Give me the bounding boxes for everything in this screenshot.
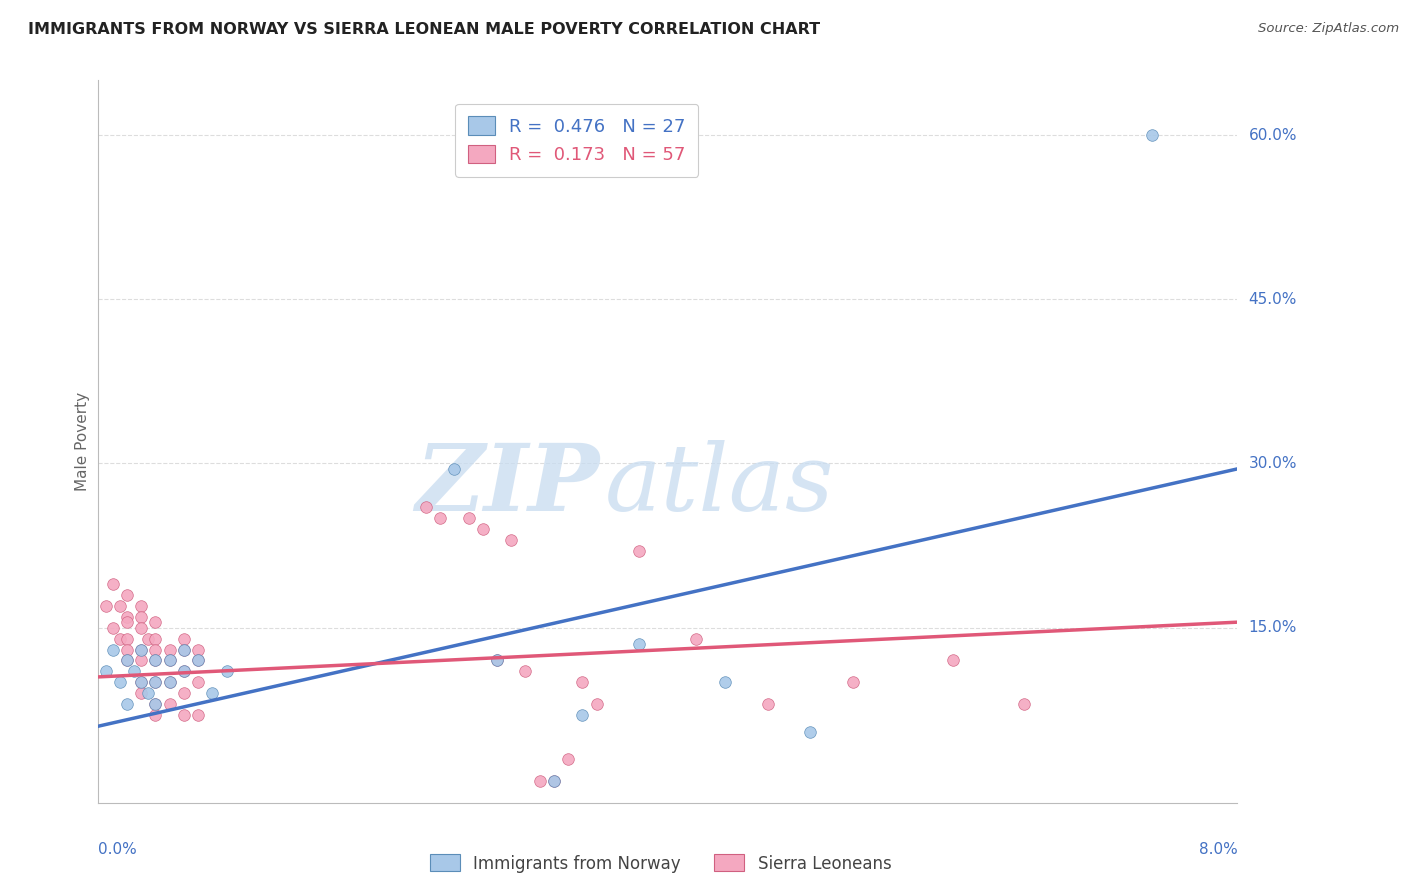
Point bbox=[415, 500, 437, 515]
Point bbox=[799, 724, 821, 739]
Point bbox=[173, 708, 195, 723]
Point bbox=[115, 588, 138, 602]
Point bbox=[129, 621, 152, 635]
Point bbox=[108, 599, 131, 613]
Point bbox=[515, 665, 537, 679]
Point bbox=[173, 632, 195, 646]
Point bbox=[685, 632, 707, 646]
Point bbox=[714, 675, 737, 690]
Point bbox=[129, 686, 152, 700]
Point bbox=[159, 653, 181, 667]
Point bbox=[122, 665, 145, 679]
Point bbox=[159, 675, 181, 690]
Point bbox=[173, 642, 195, 657]
Text: Source: ZipAtlas.com: Source: ZipAtlas.com bbox=[1258, 22, 1399, 36]
Point bbox=[115, 632, 138, 646]
Point bbox=[486, 653, 509, 667]
Point bbox=[543, 773, 565, 788]
Point bbox=[187, 642, 209, 657]
Point bbox=[159, 642, 181, 657]
Point bbox=[145, 698, 167, 712]
Point bbox=[173, 686, 195, 700]
Point bbox=[136, 686, 159, 700]
Point bbox=[94, 599, 117, 613]
Y-axis label: Male Poverty: Male Poverty bbox=[75, 392, 90, 491]
Point bbox=[486, 653, 509, 667]
Point bbox=[145, 632, 167, 646]
Point bbox=[215, 665, 238, 679]
Point bbox=[115, 698, 138, 712]
Point bbox=[571, 675, 593, 690]
Legend: R =  0.476   N = 27, R =  0.173   N = 57: R = 0.476 N = 27, R = 0.173 N = 57 bbox=[456, 103, 699, 177]
Point bbox=[543, 773, 565, 788]
Text: 8.0%: 8.0% bbox=[1198, 842, 1237, 856]
Text: atlas: atlas bbox=[605, 440, 835, 530]
Point bbox=[756, 698, 779, 712]
Point bbox=[129, 599, 152, 613]
Text: 45.0%: 45.0% bbox=[1249, 292, 1296, 307]
Point bbox=[94, 665, 117, 679]
Point bbox=[136, 632, 159, 646]
Point bbox=[129, 675, 152, 690]
Point bbox=[129, 642, 152, 657]
Text: 0.0%: 0.0% bbox=[98, 842, 138, 856]
Point bbox=[101, 621, 124, 635]
Point bbox=[159, 653, 181, 667]
Point bbox=[129, 609, 152, 624]
Point bbox=[628, 637, 651, 651]
Point bbox=[501, 533, 523, 547]
Point bbox=[571, 708, 593, 723]
Point bbox=[145, 675, 167, 690]
Point bbox=[108, 632, 131, 646]
Point bbox=[115, 653, 138, 667]
Text: IMMIGRANTS FROM NORWAY VS SIERRA LEONEAN MALE POVERTY CORRELATION CHART: IMMIGRANTS FROM NORWAY VS SIERRA LEONEAN… bbox=[28, 22, 820, 37]
Point bbox=[129, 675, 152, 690]
Point bbox=[115, 642, 138, 657]
Point bbox=[585, 698, 607, 712]
Text: 15.0%: 15.0% bbox=[1249, 620, 1296, 635]
Point bbox=[173, 665, 195, 679]
Point bbox=[159, 675, 181, 690]
Text: 30.0%: 30.0% bbox=[1249, 456, 1296, 471]
Point bbox=[457, 511, 479, 525]
Text: 60.0%: 60.0% bbox=[1249, 128, 1296, 143]
Point bbox=[443, 462, 465, 476]
Point bbox=[115, 653, 138, 667]
Point bbox=[187, 675, 209, 690]
Point bbox=[429, 511, 451, 525]
Point bbox=[145, 653, 167, 667]
Point bbox=[201, 686, 224, 700]
Point bbox=[173, 665, 195, 679]
Point bbox=[1140, 128, 1163, 142]
Point bbox=[115, 615, 138, 630]
Point bbox=[115, 609, 138, 624]
Point bbox=[145, 675, 167, 690]
Point bbox=[187, 653, 209, 667]
Point bbox=[129, 653, 152, 667]
Point bbox=[628, 544, 651, 558]
Point bbox=[129, 642, 152, 657]
Point bbox=[101, 577, 124, 591]
Point bbox=[108, 675, 131, 690]
Point bbox=[145, 642, 167, 657]
Point bbox=[145, 698, 167, 712]
Legend: Immigrants from Norway, Sierra Leoneans: Immigrants from Norway, Sierra Leoneans bbox=[423, 847, 898, 880]
Point bbox=[842, 675, 865, 690]
Point bbox=[173, 642, 195, 657]
Point bbox=[145, 653, 167, 667]
Point bbox=[942, 653, 965, 667]
Point bbox=[159, 698, 181, 712]
Point bbox=[187, 708, 209, 723]
Point bbox=[529, 773, 551, 788]
Text: ZIP: ZIP bbox=[415, 440, 599, 530]
Point bbox=[557, 752, 579, 766]
Point bbox=[145, 615, 167, 630]
Point bbox=[145, 708, 167, 723]
Point bbox=[187, 653, 209, 667]
Point bbox=[1012, 698, 1035, 712]
Point bbox=[101, 642, 124, 657]
Point bbox=[471, 522, 494, 536]
